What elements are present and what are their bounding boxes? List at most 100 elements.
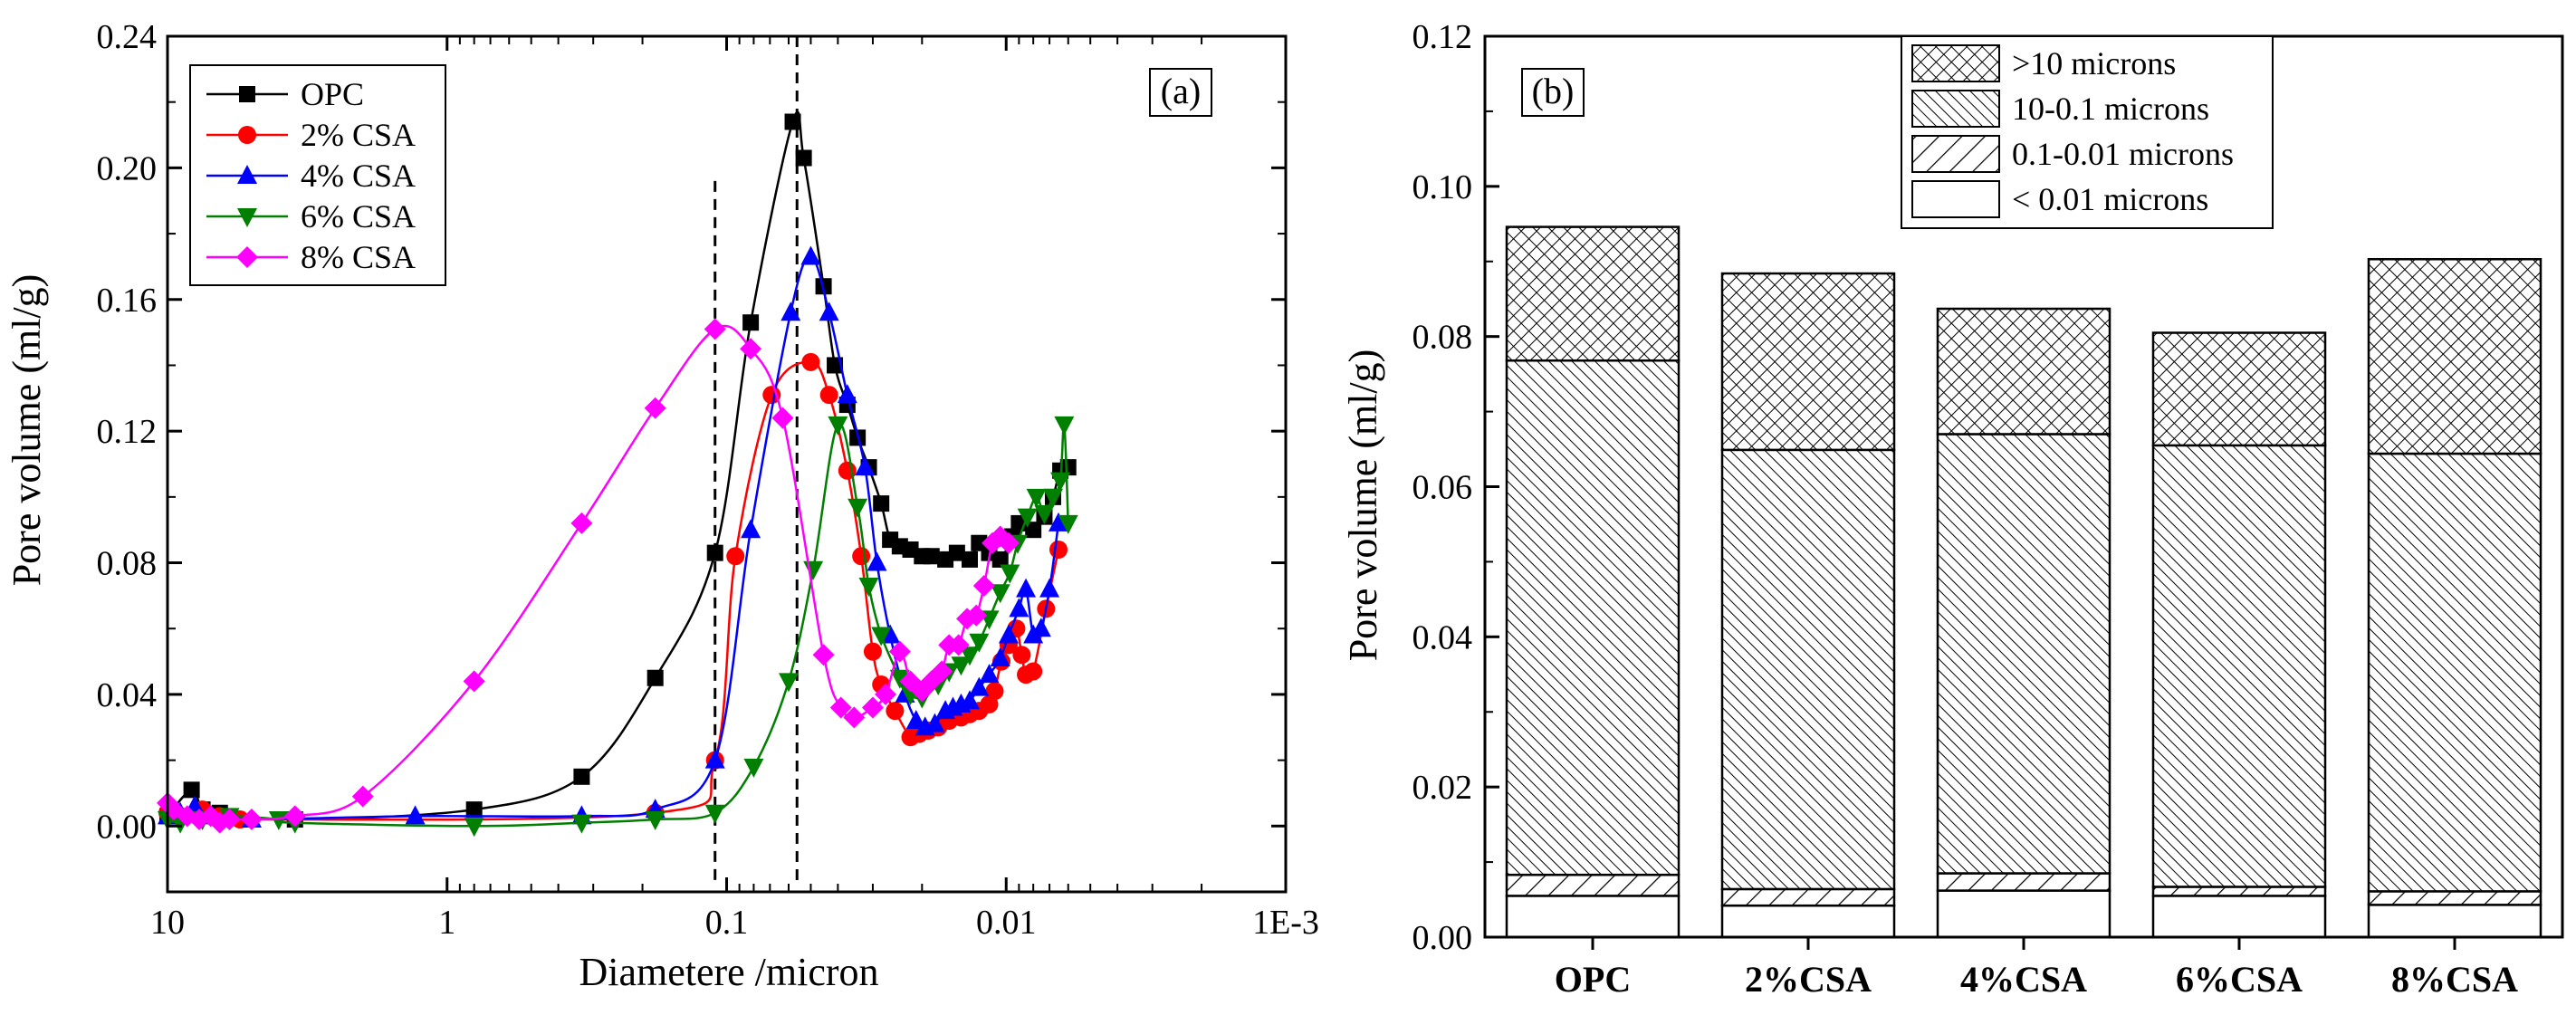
data-point: [1049, 512, 1069, 531]
data-point: [465, 801, 483, 819]
series-line: [167, 422, 1069, 828]
y-tick-label: 0.12: [1412, 18, 1473, 56]
data-point: [1012, 646, 1031, 665]
data-point: [726, 547, 745, 566]
bar-segment: [2367, 890, 2542, 906]
bar-group-opc: [1505, 225, 1681, 939]
panel-a-x-axis-title: Diametere /micron: [579, 950, 878, 994]
legend-label: OPC: [301, 76, 364, 112]
bar-segment: [1720, 272, 1896, 452]
bar-segment: [1936, 433, 2112, 875]
data-point: [888, 640, 911, 663]
legend-label: >10 microns: [2012, 45, 2176, 81]
data-point: [837, 384, 857, 404]
data-point: [464, 818, 484, 838]
data-point: [965, 604, 988, 627]
data-point: [962, 551, 979, 568]
data-point: [852, 547, 871, 566]
data-point: [990, 584, 1010, 604]
data-point: [873, 495, 890, 512]
legend-swatch: [1911, 135, 2000, 173]
legend-marker: [237, 208, 257, 227]
data-point: [571, 814, 592, 834]
panel-a-legend: OPC 2% CSA 4% CSA 6% CSA 8% CSA: [189, 64, 446, 286]
bar-segment: [2367, 452, 2542, 893]
data-point: [573, 768, 590, 785]
data-point: [1042, 488, 1063, 508]
data-point: [463, 670, 485, 693]
data-point: [1034, 505, 1055, 525]
legend-label: 2% CSA: [301, 117, 416, 153]
x-category-label: OPC: [1555, 959, 1631, 1000]
y-tick-label: 0.02: [1412, 769, 1473, 807]
data-point: [646, 669, 664, 686]
legend-label: 4% CSA: [301, 158, 416, 194]
x-tick-label: 10: [150, 904, 185, 942]
x-category-label: 4%CSA: [1960, 959, 2087, 1000]
data-point: [780, 302, 801, 321]
x-category-label: 6%CSA: [2176, 959, 2303, 1000]
data-point: [706, 544, 723, 561]
data-point: [1016, 578, 1037, 598]
bar-segment: [2151, 895, 2327, 939]
data-point: [218, 809, 241, 831]
legend-label: 6% CSA: [301, 198, 416, 235]
data-point: [886, 702, 905, 721]
data-point: [972, 574, 995, 597]
data-point: [283, 805, 306, 828]
data-point: [863, 642, 882, 661]
y-tick-label: 0.08: [97, 545, 158, 583]
bar-segment: [1720, 904, 1896, 939]
bar-segment: [1720, 887, 1896, 907]
data-point: [405, 805, 426, 825]
bar-segment: [1505, 225, 1681, 362]
data-point: [741, 519, 761, 539]
panel-b-pore-volume-bars: 0.00 0.02 0.04 0.06 0.08 0.10 0.12 OPC 2%CSA 4%CS…: [1341, 18, 2564, 1000]
data-point: [743, 758, 764, 778]
bar-segment: [2367, 258, 2542, 455]
panel-b-legend: >10 microns 10-0.1 microns 0.1-0.01 micron…: [1901, 35, 2274, 229]
bar-group-6-csa: [2151, 331, 2327, 939]
bar-group-2-csa: [1720, 272, 1896, 939]
data-point: [960, 646, 981, 666]
panel-a-pore-size-distribution: 10 1 0.1 0.01 1E-3 0.00 0.04 0.08 0.12 0.16 0.20 0.…: [5, 18, 1319, 994]
bar-segment: [1936, 889, 2112, 939]
legend-marker: [236, 246, 258, 268]
data-point: [997, 531, 1020, 554]
y-tick-label: 0.04: [1412, 618, 1473, 656]
x-category-label: 8%CSA: [2391, 959, 2518, 1000]
data-point: [924, 713, 945, 733]
data-point: [1049, 541, 1068, 559]
panel-b-label-box: [1521, 68, 1585, 117]
data-point: [985, 682, 1004, 701]
data-point: [861, 696, 884, 719]
data-point: [1059, 459, 1077, 476]
data-point: [880, 624, 901, 644]
y-tick-label: 0.10: [1412, 168, 1473, 206]
bar-segment: [1505, 895, 1681, 939]
data-point: [829, 696, 852, 719]
series-8-csa: [157, 318, 1020, 834]
data-point: [828, 416, 848, 436]
data-point: [351, 785, 374, 808]
bar-segment: [2151, 331, 2327, 447]
legend-marker: [238, 126, 256, 144]
y-tick-label: 0.24: [97, 18, 158, 56]
data-point: [704, 318, 726, 340]
data-point: [923, 548, 940, 565]
y-tick-label: 0.06: [1412, 469, 1473, 507]
x-tick-label: 1: [438, 904, 455, 942]
panel-a-y-axis-title: Pore volume (ml/g): [5, 274, 49, 587]
legend-label: 10-0.1 microns: [2012, 91, 2209, 127]
data-point: [843, 706, 866, 729]
y-tick-label: 0.00: [97, 808, 158, 846]
bar-segment: [2151, 444, 2327, 888]
data-point: [889, 669, 910, 689]
data-point: [778, 673, 799, 693]
panel-b-axes: 0.00 0.02 0.04 0.06 0.08 0.10 0.12 OPC 2%CSA 4%CS…: [1412, 18, 2519, 1000]
data-point: [969, 676, 990, 696]
y-tick-label: 0.04: [97, 676, 158, 714]
bar-segment: [1505, 873, 1681, 897]
data-point: [819, 386, 838, 405]
data-point: [875, 683, 897, 705]
